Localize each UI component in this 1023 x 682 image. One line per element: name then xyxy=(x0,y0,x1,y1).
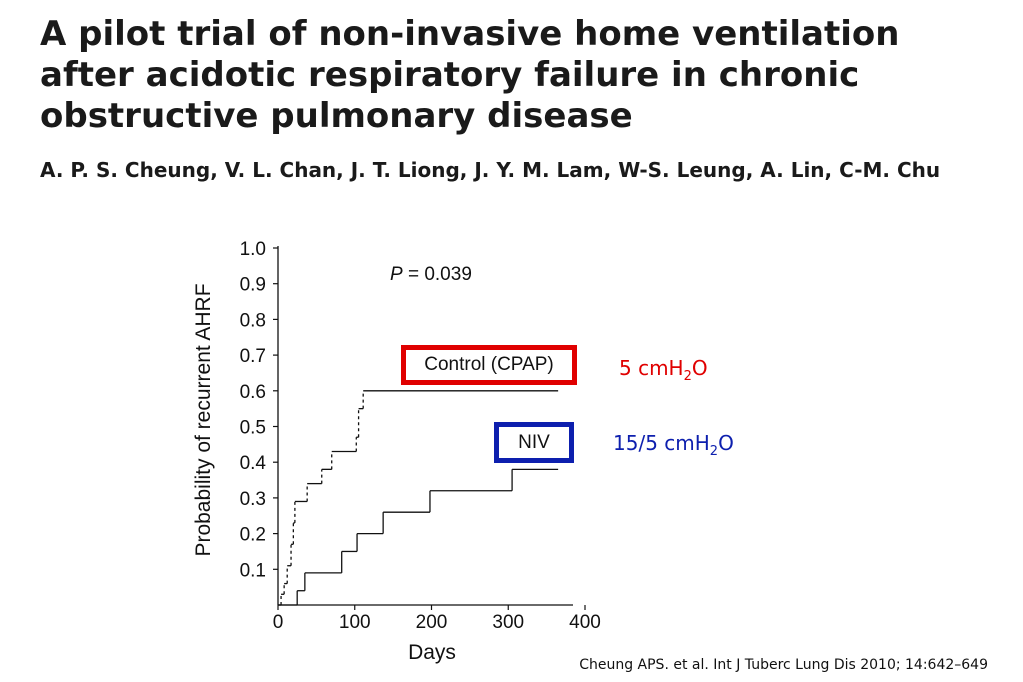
y-tick-label: 0.1 xyxy=(240,560,266,581)
x-tick-label: 100 xyxy=(339,612,371,633)
x-tick-label: 400 xyxy=(569,612,601,633)
legend-control-cpap: Control (CPAP) xyxy=(401,345,577,385)
y-tick-label: 0.9 xyxy=(240,275,266,296)
x-tick-label: 300 xyxy=(492,612,524,633)
y-tick-label: 0.3 xyxy=(240,489,266,510)
control-pressure-prefix: 5 cmH xyxy=(619,356,684,380)
y-tick-label: 0.6 xyxy=(240,382,266,403)
y-tick-label: 0.7 xyxy=(240,346,266,367)
control-pressure-label: 5 cmH2O xyxy=(619,356,708,384)
niv-pressure-prefix: 15/5 cmH xyxy=(613,431,710,455)
control-pressure-suffix: O xyxy=(691,356,708,380)
control-pressure-sub: 2 xyxy=(683,369,692,384)
y-tick-label: 0.8 xyxy=(240,310,266,331)
x-tick-label: 0 xyxy=(273,612,284,633)
y-tick-label: 1.0 xyxy=(240,239,266,260)
paper-title: A pilot trial of non-invasive home venti… xyxy=(40,14,900,136)
author-list: A. P. S. Cheung, V. L. Chan, J. T. Liong… xyxy=(40,158,941,182)
y-tick-label: 0.4 xyxy=(240,453,267,474)
x-tick-label: 200 xyxy=(416,612,448,633)
y-axis-title: Probability of recurrent AHRF xyxy=(192,283,215,556)
x-axis-title: Days xyxy=(408,641,456,664)
legend-niv-label: NIV xyxy=(518,431,550,453)
legend-control-label: Control (CPAP) xyxy=(424,354,554,375)
citation: Cheung APS. et al. Int J Tuberc Lung Dis… xyxy=(579,657,988,673)
niv-pressure-sub: 2 xyxy=(709,444,719,459)
p-value-number: = 0.039 xyxy=(403,264,472,285)
p-value-symbol: P xyxy=(390,264,403,285)
legend-niv: NIV xyxy=(494,422,574,463)
niv-pressure-suffix: O xyxy=(718,431,734,455)
y-tick-label: 0.5 xyxy=(240,418,266,439)
p-value-annotation: P = 0.039 xyxy=(390,264,472,285)
niv-pressure-label: 15/5 cmH2O xyxy=(613,431,734,459)
y-tick-label: 0.2 xyxy=(240,525,266,546)
